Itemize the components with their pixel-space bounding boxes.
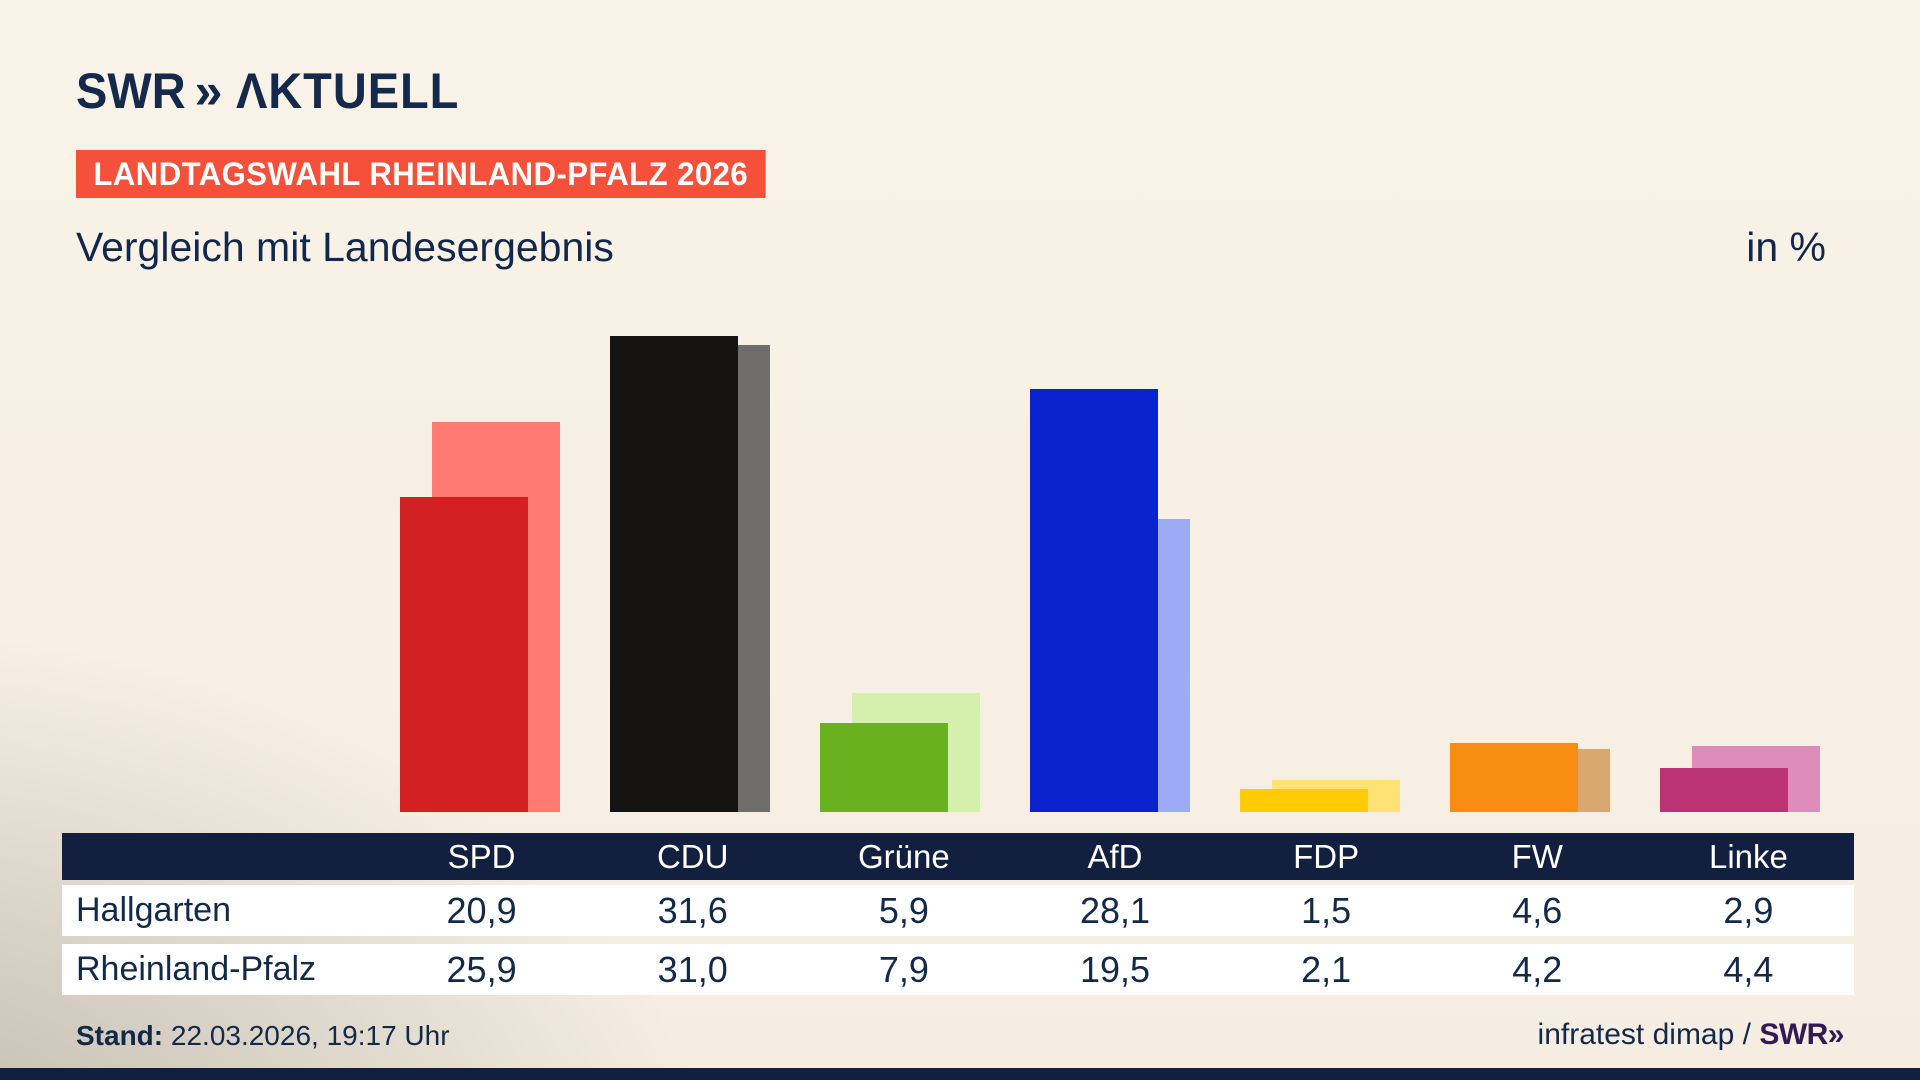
value-Grüne: 7,9 <box>878 948 929 990</box>
table-header-row: SPD CDU Grüne AfD FDP FW Linke <box>62 833 1854 880</box>
logo-swr-text: SWR <box>76 63 186 119</box>
table-corner-cell <box>62 833 376 880</box>
unit-label: in % <box>1746 224 1826 270</box>
bar-FDP-local <box>1240 789 1368 812</box>
value-FDP: 1,5 <box>1301 889 1352 931</box>
value-SPD: 25,9 <box>446 948 517 990</box>
row-label: Rheinland-Pfalz <box>76 950 317 988</box>
column-header-FDP: FDP <box>1293 837 1360 875</box>
bar-SPD-local <box>400 497 528 812</box>
value-Grüne: 5,9 <box>878 889 929 931</box>
value-Linke: 4,4 <box>1723 948 1774 990</box>
swr-aktuell-logo: SWR » ΛKTUELL <box>76 62 474 120</box>
timestamp: Stand: 22.03.2026, 19:17 Uhr <box>76 1020 450 1052</box>
bar-CDU-local <box>610 336 738 812</box>
bar-AfD-local <box>1030 389 1158 812</box>
source-text: infratest dimap / <box>1537 1018 1760 1051</box>
bar-Grüne-local <box>820 723 948 812</box>
value-AfD: 28,1 <box>1079 889 1151 931</box>
value-Linke: 2,9 <box>1723 889 1774 931</box>
column-header-CDU: CDU <box>656 837 729 875</box>
column-header-FW: FW <box>1511 837 1563 875</box>
column-header-AfD: AfD <box>1087 837 1143 875</box>
timestamp-value: 22.03.2026, 19:17 Uhr <box>163 1020 450 1051</box>
results-table: SPD CDU Grüne AfD FDP FW Linke Hallgarten 20,9 3… <box>62 833 1854 995</box>
value-CDU: 31,0 <box>657 948 728 990</box>
source-credit: infratest dimap / SWR» <box>1537 1018 1845 1052</box>
chevrons-icon: » <box>194 63 223 119</box>
timestamp-label: Stand: <box>76 1020 164 1051</box>
chart-title: Vergleich mit Landesergebnis <box>76 224 614 270</box>
logo-aktuell-text: ΛKTUELL <box>236 63 460 119</box>
bottom-bar <box>0 1068 1920 1080</box>
source-swr-logo: SWR» <box>1759 1018 1844 1051</box>
value-AfD: 19,5 <box>1079 948 1151 990</box>
table-row: Rheinland-Pfalz 25,9 31,0 7,9 19,5 2,1 4,2 4,4 <box>62 944 1854 995</box>
column-header-Grüne: Grüne <box>857 837 950 875</box>
column-header-SPD: SPD <box>447 837 516 875</box>
value-FDP: 2,1 <box>1301 948 1352 990</box>
value-CDU: 31,6 <box>657 889 728 931</box>
column-header-Linke: Linke <box>1708 837 1788 875</box>
value-FW: 4,6 <box>1512 889 1563 931</box>
bar-Linke-local <box>1660 768 1788 812</box>
table-row: Hallgarten 20,9 31,6 5,9 28,1 1,5 4,6 2,9 <box>62 885 1854 936</box>
election-badge: LANDTAGSWAHL RHEINLAND-PFALZ 2026 <box>76 150 766 198</box>
value-FW: 4,2 <box>1512 948 1563 990</box>
value-SPD: 20,9 <box>446 889 517 931</box>
row-label: Hallgarten <box>76 891 231 929</box>
bar-FW-local <box>1450 743 1578 812</box>
